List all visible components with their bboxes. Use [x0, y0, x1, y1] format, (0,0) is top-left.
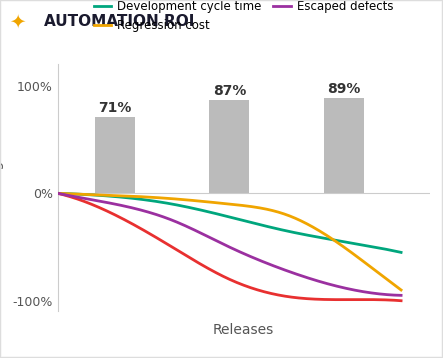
Text: 87%: 87%	[213, 84, 246, 98]
Bar	[324, 98, 364, 193]
Legend: Automation coverage, Development cycle time, Regression cost, Defect cost, Escap: Automation coverage, Development cycle t…	[89, 0, 398, 37]
Bar	[95, 117, 135, 193]
Y-axis label: % Change: % Change	[0, 153, 4, 223]
Text: 71%: 71%	[98, 101, 132, 115]
Text: ✦: ✦	[10, 12, 26, 31]
Text: 89%: 89%	[327, 82, 361, 96]
Bar	[209, 100, 249, 193]
X-axis label: Releases: Releases	[213, 323, 274, 337]
Text: AUTOMATION ROI: AUTOMATION ROI	[44, 14, 194, 29]
